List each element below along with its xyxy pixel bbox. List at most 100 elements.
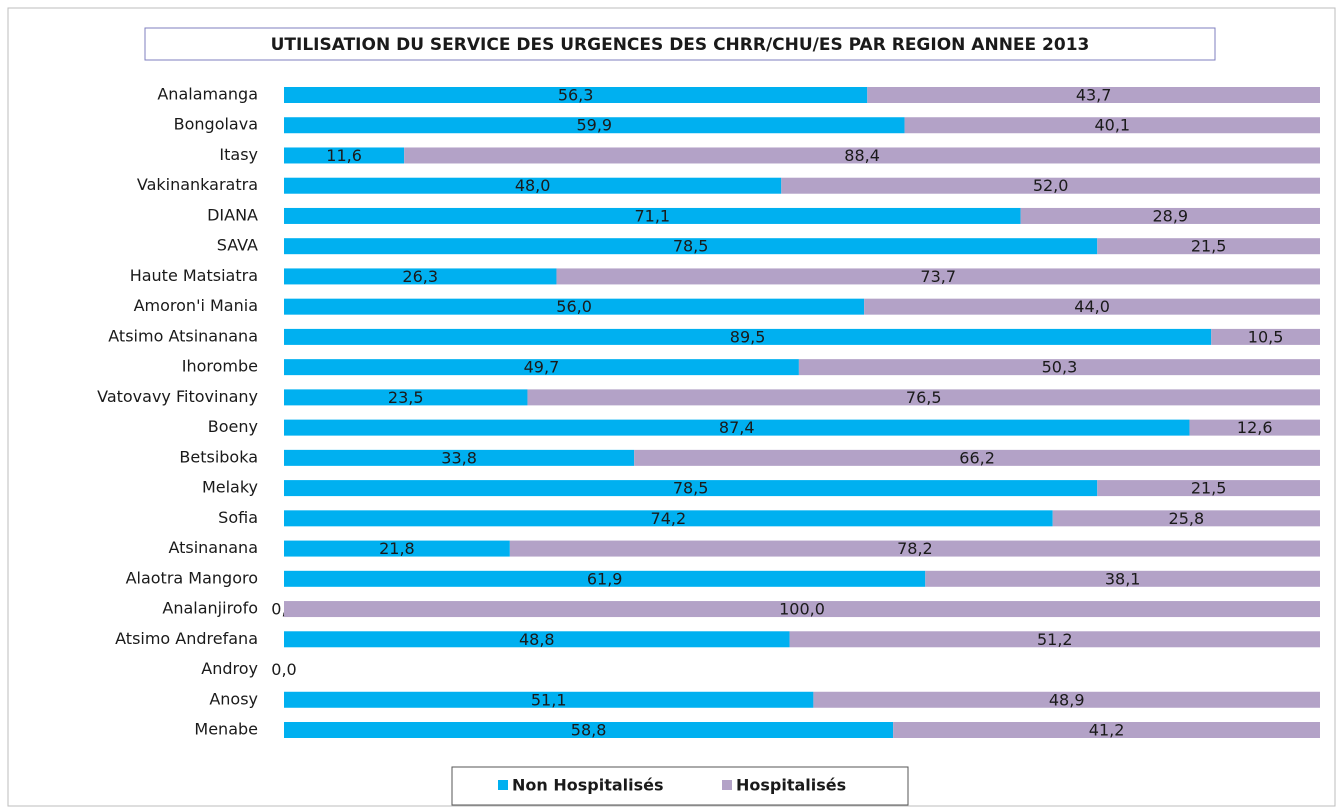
bar-segment <box>284 540 510 557</box>
bar-segment <box>925 570 1320 587</box>
category-label: Atsimo Andrefana <box>115 629 258 648</box>
value-label: 0,0 <box>271 660 296 679</box>
bar-segment <box>284 480 1098 497</box>
category-label: Haute Matsiatra <box>130 266 258 285</box>
category-label: Boeny <box>208 417 258 436</box>
bar-segment <box>404 147 1320 164</box>
bar-segment <box>789 631 1320 648</box>
value-label: 44,0 <box>1074 297 1110 316</box>
value-label: 28,9 <box>1152 206 1188 225</box>
bar-segment <box>284 298 865 315</box>
legend-label: Non Hospitalisés <box>512 776 664 795</box>
bar-segment <box>284 147 405 164</box>
value-label: 56,3 <box>558 86 594 105</box>
category-label: Ihorombe <box>182 357 258 376</box>
bar-segment <box>864 298 1320 315</box>
bar-segment <box>893 722 1320 738</box>
value-label: 21,8 <box>379 539 415 558</box>
value-label: 66,2 <box>959 448 995 467</box>
bar-segment <box>284 328 1212 345</box>
value-label: 33,8 <box>441 448 477 467</box>
value-label: 10,5 <box>1248 327 1284 346</box>
value-label: 12,6 <box>1237 418 1273 437</box>
bar-segment <box>798 359 1320 376</box>
bar-segment <box>781 177 1320 194</box>
bar-segment <box>284 117 905 134</box>
legend-swatch <box>722 780 732 790</box>
value-label: 48,0 <box>515 176 551 195</box>
bar-segment <box>867 87 1320 103</box>
category-label: Analanjirofo <box>162 599 258 618</box>
category-label: Amoron'i Mania <box>134 296 258 315</box>
bar-segment <box>284 601 1320 618</box>
bar-segment <box>1052 510 1320 527</box>
bar-segment <box>284 419 1190 436</box>
value-label: 71,1 <box>634 206 670 225</box>
bar-segment <box>284 177 782 194</box>
value-label: 43,7 <box>1076 86 1112 105</box>
value-label: 58,8 <box>571 721 607 740</box>
value-label: 87,4 <box>719 418 755 437</box>
value-label: 48,8 <box>519 630 555 649</box>
value-label: 56,0 <box>556 297 592 316</box>
bar-segment <box>284 238 1098 255</box>
value-label: 21,5 <box>1191 237 1227 256</box>
value-label: 89,5 <box>730 327 766 346</box>
category-label: Androy <box>201 659 258 678</box>
value-label: 51,2 <box>1037 630 1073 649</box>
value-label: 51,1 <box>531 690 567 709</box>
bar-segment <box>1097 480 1320 497</box>
category-label: Sofia <box>218 508 258 527</box>
category-label: Alaotra Mangoro <box>126 568 258 587</box>
value-label: 76,5 <box>906 388 942 407</box>
value-label: 25,8 <box>1169 509 1205 528</box>
category-label: DIANA <box>207 205 258 224</box>
bar-segment <box>904 117 1320 134</box>
category-label: SAVA <box>217 236 258 255</box>
bar-segment <box>1097 238 1320 255</box>
bar-segment <box>284 570 926 587</box>
chart-frame <box>7 7 1336 807</box>
category-label: Atsimo Atsinanana <box>108 326 258 345</box>
value-label: 38,1 <box>1105 569 1141 588</box>
bar-segment <box>284 389 528 406</box>
chart-title: UTILISATION DU SERVICE DES URGENCES DES … <box>271 35 1090 55</box>
value-label: 78,5 <box>673 479 709 498</box>
bar-segment <box>284 722 894 738</box>
category-label: Melaky <box>202 478 258 497</box>
value-label: 49,7 <box>524 358 560 377</box>
bar-segment <box>284 359 799 376</box>
bar-segment <box>284 207 1021 224</box>
value-label: 74,2 <box>651 509 687 528</box>
value-label: 52,0 <box>1033 176 1069 195</box>
bar-segment <box>284 268 557 285</box>
bar-segment <box>813 691 1320 708</box>
value-label: 23,5 <box>388 388 424 407</box>
category-label: Itasy <box>219 145 258 164</box>
value-label: 59,9 <box>576 116 612 135</box>
bar-segment <box>634 449 1320 466</box>
bar-segment <box>1211 328 1320 345</box>
bar-segment <box>284 87 868 103</box>
category-label: Anosy <box>209 689 258 708</box>
value-label: 26,3 <box>402 267 438 286</box>
bar-segment <box>284 510 1053 527</box>
value-label: 73,7 <box>920 267 956 286</box>
value-label: 21,5 <box>1191 479 1227 498</box>
value-label: 41,2 <box>1089 721 1125 740</box>
value-label: 50,3 <box>1042 358 1078 377</box>
title-box <box>144 27 1216 61</box>
category-label: Vatovavy Fitovinany <box>97 387 258 406</box>
bar-segment <box>527 389 1320 406</box>
bar-segment <box>284 631 790 648</box>
bar-segment <box>1189 419 1320 436</box>
category-label: Atsinanana <box>168 538 258 557</box>
bar-segment <box>284 449 635 466</box>
value-label: 61,9 <box>587 569 623 588</box>
value-label: 11,6 <box>326 146 362 165</box>
bar-segment <box>284 691 814 708</box>
value-label: 40,1 <box>1094 116 1130 135</box>
category-label: Betsiboka <box>179 447 258 466</box>
category-label: Menabe <box>194 720 258 739</box>
